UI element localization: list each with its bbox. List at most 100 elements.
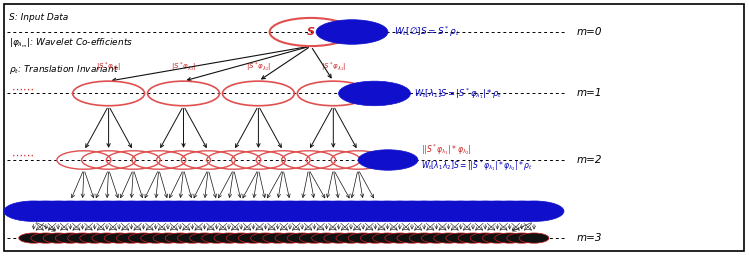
Ellipse shape	[226, 233, 256, 243]
Ellipse shape	[297, 201, 357, 221]
Ellipse shape	[272, 201, 332, 221]
Ellipse shape	[419, 201, 479, 221]
Ellipse shape	[116, 233, 146, 243]
Ellipse shape	[67, 233, 97, 243]
Ellipse shape	[4, 201, 64, 221]
Ellipse shape	[333, 201, 393, 221]
Ellipse shape	[175, 201, 234, 221]
FancyBboxPatch shape	[4, 4, 744, 251]
Text: m=0: m=0	[577, 27, 602, 37]
Ellipse shape	[385, 233, 415, 243]
Text: $|S^*\varphi_{\lambda_3}|$: $|S^*\varphi_{\lambda_3}|$	[171, 61, 196, 74]
Ellipse shape	[507, 233, 537, 243]
Ellipse shape	[28, 201, 88, 221]
Ellipse shape	[312, 233, 342, 243]
Ellipse shape	[285, 201, 345, 221]
Text: m=2: m=2	[577, 155, 602, 165]
Ellipse shape	[434, 233, 464, 243]
Ellipse shape	[422, 233, 452, 243]
Ellipse shape	[446, 233, 476, 243]
Ellipse shape	[431, 201, 491, 221]
Ellipse shape	[19, 233, 49, 243]
Ellipse shape	[519, 233, 549, 243]
Ellipse shape	[357, 201, 417, 221]
Ellipse shape	[150, 201, 210, 221]
Ellipse shape	[79, 233, 109, 243]
Ellipse shape	[223, 201, 283, 221]
Ellipse shape	[358, 150, 418, 170]
Text: $|S^*\varphi_{\lambda_4}|$: $|S^*\varphi_{\lambda_4}|$	[96, 61, 121, 74]
Ellipse shape	[153, 233, 183, 243]
Ellipse shape	[55, 233, 85, 243]
Text: m=1: m=1	[577, 88, 602, 99]
Ellipse shape	[114, 201, 174, 221]
Ellipse shape	[504, 201, 564, 221]
Text: $W_t[\lambda_1]S=|S^*\varphi_{\lambda_1}|*\rho_t$: $W_t[\lambda_1]S=|S^*\varphi_{\lambda_1}…	[414, 86, 503, 101]
Ellipse shape	[31, 233, 61, 243]
Ellipse shape	[187, 201, 246, 221]
Ellipse shape	[251, 233, 281, 243]
Ellipse shape	[248, 201, 308, 221]
Ellipse shape	[492, 201, 552, 221]
Ellipse shape	[104, 233, 134, 243]
Ellipse shape	[101, 201, 161, 221]
Ellipse shape	[370, 201, 430, 221]
Text: $W_t[\emptyset]S=S^*\rho_t$: $W_t[\emptyset]S=S^*\rho_t$	[394, 25, 460, 39]
Ellipse shape	[309, 201, 369, 221]
Text: $\cdots\cdots$: $\cdots\cdots$	[11, 150, 34, 160]
Text: $\cdots\cdots$: $\cdots\cdots$	[11, 83, 34, 93]
Ellipse shape	[316, 20, 388, 44]
Text: $|S^*\varphi_{\lambda_2}|$: $|S^*\varphi_{\lambda_2}|$	[246, 61, 271, 74]
Ellipse shape	[141, 233, 171, 243]
Ellipse shape	[92, 233, 122, 243]
Ellipse shape	[40, 201, 100, 221]
Ellipse shape	[458, 233, 488, 243]
Text: $\rho_t$: Translation Invariant: $\rho_t$: Translation Invariant	[9, 63, 119, 76]
Text: $|\varphi_{\lambda_m}|$: Wavelet Co-efficients: $|\varphi_{\lambda_m}|$: Wavelet Co-effi…	[9, 37, 133, 50]
Ellipse shape	[372, 233, 402, 243]
Ellipse shape	[214, 233, 244, 243]
Ellipse shape	[199, 201, 259, 221]
Ellipse shape	[163, 201, 222, 221]
Ellipse shape	[482, 233, 512, 243]
Ellipse shape	[479, 201, 539, 221]
Ellipse shape	[16, 201, 76, 221]
Ellipse shape	[275, 233, 305, 243]
Text: S: Input Data: S: Input Data	[9, 13, 68, 23]
Ellipse shape	[238, 233, 268, 243]
Ellipse shape	[455, 201, 515, 221]
Ellipse shape	[165, 233, 195, 243]
Ellipse shape	[138, 201, 198, 221]
Ellipse shape	[236, 201, 296, 221]
Ellipse shape	[260, 201, 320, 221]
Ellipse shape	[178, 233, 207, 243]
Ellipse shape	[324, 233, 354, 243]
Text: $W_t[\lambda_1\lambda_2]S=||S^*\varphi_{\lambda_1}|*\varphi_{\lambda_2}|*\rho_t$: $W_t[\lambda_1\lambda_2]S=||S^*\varphi_{…	[421, 158, 533, 173]
Ellipse shape	[397, 233, 427, 243]
Ellipse shape	[443, 201, 503, 221]
Text: S: S	[307, 27, 315, 37]
Ellipse shape	[52, 201, 112, 221]
Ellipse shape	[211, 201, 271, 221]
Ellipse shape	[43, 233, 73, 243]
Ellipse shape	[394, 201, 454, 221]
Ellipse shape	[64, 201, 124, 221]
Ellipse shape	[336, 233, 366, 243]
Ellipse shape	[382, 201, 442, 221]
Ellipse shape	[470, 233, 500, 243]
Ellipse shape	[77, 201, 137, 221]
Ellipse shape	[321, 201, 381, 221]
Text: $||S^*\varphi_{\lambda_1}|*\varphi_{\lambda_2}|$: $||S^*\varphi_{\lambda_1}|*\varphi_{\lam…	[421, 142, 472, 157]
Text: m=3: m=3	[577, 233, 602, 243]
Ellipse shape	[263, 233, 293, 243]
Ellipse shape	[348, 233, 378, 243]
Ellipse shape	[89, 201, 149, 221]
Ellipse shape	[467, 201, 527, 221]
Text: $|S^*\varphi_{\lambda_1}|$: $|S^*\varphi_{\lambda_1}|$	[321, 61, 346, 74]
Ellipse shape	[409, 233, 439, 243]
Ellipse shape	[407, 201, 467, 221]
Ellipse shape	[287, 233, 317, 243]
Ellipse shape	[339, 81, 410, 106]
Ellipse shape	[201, 233, 231, 243]
Ellipse shape	[494, 233, 524, 243]
